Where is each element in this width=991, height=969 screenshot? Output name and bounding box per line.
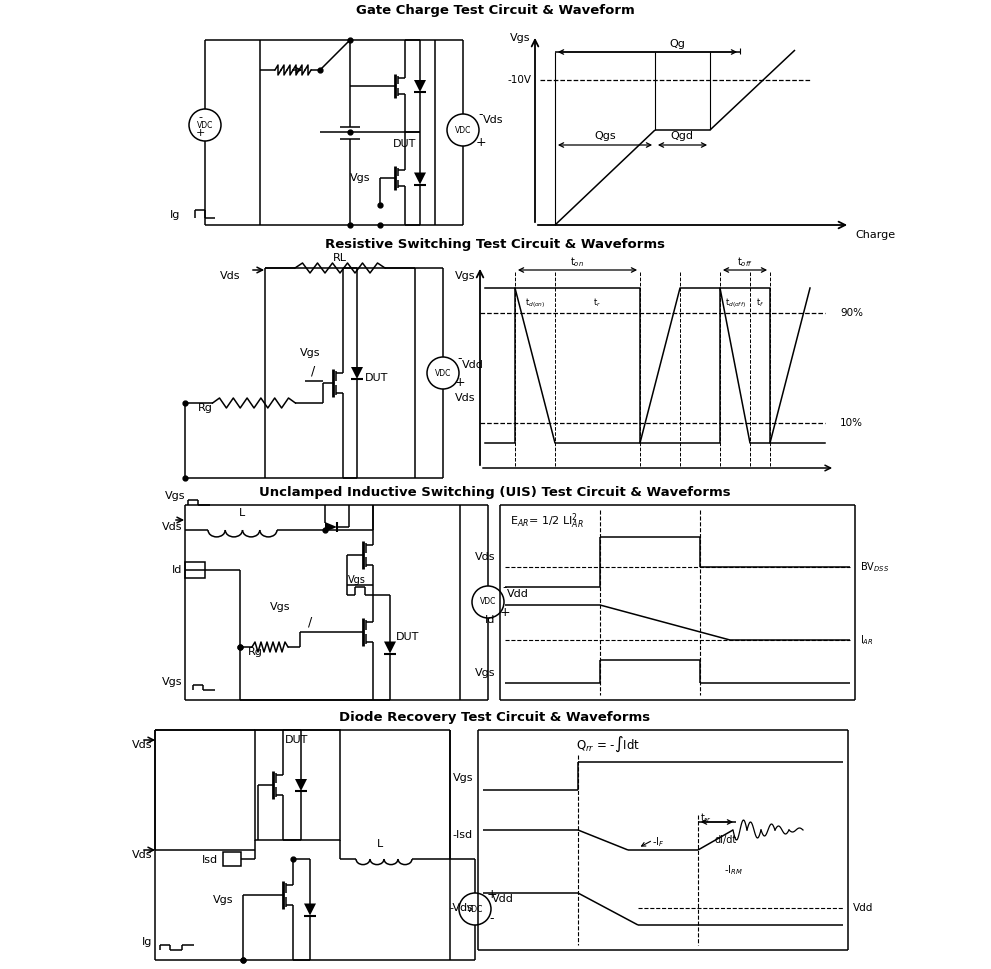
Text: I$_{AR}$: I$_{AR}$: [860, 633, 874, 647]
Text: Vgs: Vgs: [213, 895, 233, 905]
Text: t$_r$: t$_r$: [593, 297, 602, 309]
Text: L: L: [239, 508, 245, 518]
Text: BV$_{DSS}$: BV$_{DSS}$: [860, 560, 889, 574]
Text: Resistive Switching Test Circuit & Waveforms: Resistive Switching Test Circuit & Wavef…: [325, 237, 665, 251]
Text: t$_{off}$: t$_{off}$: [737, 255, 753, 269]
Text: Vgs: Vgs: [299, 348, 320, 358]
Text: DUT: DUT: [366, 373, 388, 383]
Text: Vdd: Vdd: [462, 360, 484, 370]
Text: L: L: [377, 839, 384, 849]
Polygon shape: [295, 779, 307, 791]
Text: Vdd: Vdd: [853, 903, 873, 913]
Text: Vgs: Vgs: [165, 491, 185, 501]
Polygon shape: [325, 522, 337, 532]
Text: 90%: 90%: [840, 308, 863, 318]
Text: VDC: VDC: [467, 904, 484, 914]
Text: dI/dt: dI/dt: [715, 835, 737, 845]
Text: +: +: [476, 136, 487, 148]
Text: DUT: DUT: [285, 735, 308, 745]
Text: Isd: Isd: [202, 855, 218, 865]
Text: Vgs: Vgs: [270, 602, 290, 612]
Text: E$_{AR}$= 1/2 LI$^2_{AR}$: E$_{AR}$= 1/2 LI$^2_{AR}$: [510, 512, 584, 531]
Text: Diode Recovery Test Circuit & Waveforms: Diode Recovery Test Circuit & Waveforms: [340, 711, 650, 725]
Bar: [185, 562, 205, 578]
Text: 10%: 10%: [840, 418, 863, 428]
Text: Id: Id: [485, 615, 495, 625]
Text: Vds: Vds: [455, 393, 475, 403]
Text: t$_{rr}$: t$_{rr}$: [700, 811, 712, 825]
Text: -Isd: -Isd: [453, 830, 473, 840]
Text: VDC: VDC: [455, 126, 471, 135]
Text: VDC: VDC: [435, 368, 451, 378]
Text: Rg: Rg: [197, 403, 212, 413]
Text: Qgd: Qgd: [671, 131, 694, 141]
Polygon shape: [414, 80, 426, 92]
Text: t$_{on}$: t$_{on}$: [570, 255, 584, 269]
Text: +: +: [499, 606, 510, 618]
Text: t$_f$: t$_f$: [756, 297, 764, 309]
Text: +: +: [195, 128, 205, 138]
Text: -: -: [458, 353, 462, 365]
Text: Vgs: Vgs: [162, 677, 182, 687]
Text: +: +: [455, 377, 466, 390]
Text: /: /: [308, 615, 312, 629]
Polygon shape: [304, 903, 316, 916]
Text: t$_{d(off)}$: t$_{d(off)}$: [724, 297, 745, 310]
Text: Charge: Charge: [855, 230, 895, 240]
Text: Vgs: Vgs: [453, 773, 473, 783]
Text: Vds: Vds: [219, 271, 240, 281]
Text: Vdd: Vdd: [507, 589, 529, 599]
Bar: [223, 852, 241, 866]
Text: Gate Charge Test Circuit & Waveform: Gate Charge Test Circuit & Waveform: [356, 4, 634, 16]
Text: t$_{d(on)}$: t$_{d(on)}$: [525, 297, 545, 310]
Text: +: +: [487, 889, 497, 901]
Text: -I$_{RM}$: -I$_{RM}$: [723, 863, 742, 877]
Text: -Vds: -Vds: [449, 903, 473, 913]
Text: DUT: DUT: [393, 139, 416, 149]
Text: -10V: -10V: [508, 75, 532, 85]
Text: Vgs: Vgs: [350, 173, 371, 183]
Text: Vds: Vds: [132, 850, 152, 860]
Text: /: /: [311, 364, 315, 378]
Text: Vdd: Vdd: [493, 894, 514, 904]
Text: DUT: DUT: [396, 632, 419, 642]
Text: -: -: [479, 109, 484, 121]
Text: Vds: Vds: [475, 552, 495, 562]
Text: VDC: VDC: [480, 598, 496, 607]
Text: Q$_{rr}$ = -$\int$Idt: Q$_{rr}$ = -$\int$Idt: [576, 735, 640, 754]
Text: Qg: Qg: [669, 39, 685, 49]
Text: Ig: Ig: [142, 937, 152, 947]
Text: -I$_F$: -I$_F$: [652, 835, 664, 849]
Polygon shape: [384, 641, 396, 653]
Text: VDC: VDC: [197, 120, 213, 130]
Text: Ig: Ig: [169, 210, 180, 220]
Text: Vgs: Vgs: [509, 33, 530, 43]
Text: Qgs: Qgs: [595, 131, 615, 141]
Text: Vds: Vds: [132, 740, 152, 750]
Text: Vds: Vds: [162, 522, 182, 532]
Text: -: -: [490, 913, 495, 925]
Text: Unclamped Inductive Switching (UIS) Test Circuit & Waveforms: Unclamped Inductive Switching (UIS) Test…: [260, 485, 730, 498]
Text: Id: Id: [171, 565, 182, 575]
Text: RL: RL: [333, 253, 347, 263]
Text: -: -: [502, 581, 507, 595]
Text: Vgs: Vgs: [475, 668, 495, 678]
Bar: [255, 730, 340, 840]
Text: Vgs: Vgs: [455, 271, 475, 281]
Polygon shape: [414, 172, 426, 184]
Text: Rg: Rg: [248, 647, 263, 657]
Text: Vds: Vds: [483, 115, 503, 125]
Text: Vgs: Vgs: [348, 575, 366, 585]
Polygon shape: [351, 367, 363, 379]
Text: -: -: [198, 112, 202, 122]
